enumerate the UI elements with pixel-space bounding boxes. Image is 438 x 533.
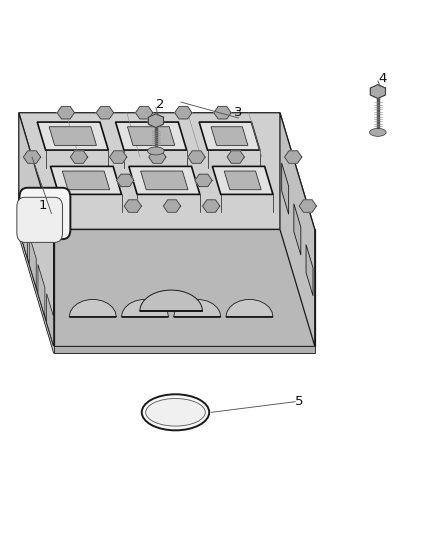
FancyBboxPatch shape bbox=[19, 188, 71, 239]
Polygon shape bbox=[202, 200, 220, 212]
Polygon shape bbox=[19, 113, 53, 346]
Polygon shape bbox=[62, 171, 110, 190]
Polygon shape bbox=[96, 107, 113, 119]
Polygon shape bbox=[306, 245, 313, 296]
Polygon shape bbox=[224, 171, 261, 190]
Polygon shape bbox=[199, 122, 260, 150]
Polygon shape bbox=[49, 127, 96, 146]
Polygon shape bbox=[110, 151, 127, 163]
Text: 3: 3 bbox=[234, 106, 243, 119]
Polygon shape bbox=[212, 166, 273, 195]
Polygon shape bbox=[129, 166, 200, 195]
Polygon shape bbox=[38, 200, 55, 212]
Polygon shape bbox=[53, 346, 315, 353]
Polygon shape bbox=[195, 174, 212, 187]
Polygon shape bbox=[21, 206, 28, 259]
Polygon shape bbox=[50, 166, 121, 195]
Text: 1: 1 bbox=[39, 199, 47, 212]
Polygon shape bbox=[135, 107, 153, 119]
Polygon shape bbox=[69, 300, 116, 317]
FancyBboxPatch shape bbox=[17, 197, 63, 243]
Polygon shape bbox=[57, 107, 74, 119]
Polygon shape bbox=[47, 294, 53, 346]
Polygon shape bbox=[140, 290, 202, 311]
Ellipse shape bbox=[370, 128, 386, 136]
Polygon shape bbox=[38, 264, 45, 317]
Polygon shape bbox=[226, 300, 273, 317]
Polygon shape bbox=[37, 122, 108, 150]
Polygon shape bbox=[116, 122, 187, 150]
Polygon shape bbox=[71, 151, 88, 163]
Text: 5: 5 bbox=[295, 395, 304, 408]
Polygon shape bbox=[370, 85, 385, 99]
Polygon shape bbox=[175, 107, 192, 119]
Polygon shape bbox=[299, 200, 316, 212]
Polygon shape bbox=[19, 229, 315, 346]
Polygon shape bbox=[214, 107, 231, 119]
Polygon shape bbox=[294, 204, 301, 255]
Polygon shape bbox=[29, 235, 36, 288]
Polygon shape bbox=[124, 200, 141, 212]
Polygon shape bbox=[282, 163, 289, 214]
Polygon shape bbox=[23, 151, 41, 163]
Polygon shape bbox=[117, 174, 134, 187]
Polygon shape bbox=[148, 114, 163, 127]
Ellipse shape bbox=[146, 399, 205, 426]
Ellipse shape bbox=[142, 394, 209, 430]
Polygon shape bbox=[127, 127, 175, 146]
Polygon shape bbox=[19, 236, 315, 353]
Polygon shape bbox=[280, 113, 315, 346]
Polygon shape bbox=[188, 151, 205, 163]
Polygon shape bbox=[53, 229, 315, 346]
Polygon shape bbox=[141, 171, 188, 190]
Polygon shape bbox=[163, 200, 180, 212]
Text: 4: 4 bbox=[378, 72, 386, 85]
Text: 2: 2 bbox=[156, 98, 165, 111]
Polygon shape bbox=[211, 127, 248, 146]
Polygon shape bbox=[19, 113, 315, 229]
Polygon shape bbox=[149, 151, 166, 163]
Polygon shape bbox=[227, 151, 244, 163]
Polygon shape bbox=[174, 300, 221, 317]
Polygon shape bbox=[121, 300, 169, 317]
Polygon shape bbox=[285, 151, 302, 163]
Ellipse shape bbox=[148, 147, 164, 155]
